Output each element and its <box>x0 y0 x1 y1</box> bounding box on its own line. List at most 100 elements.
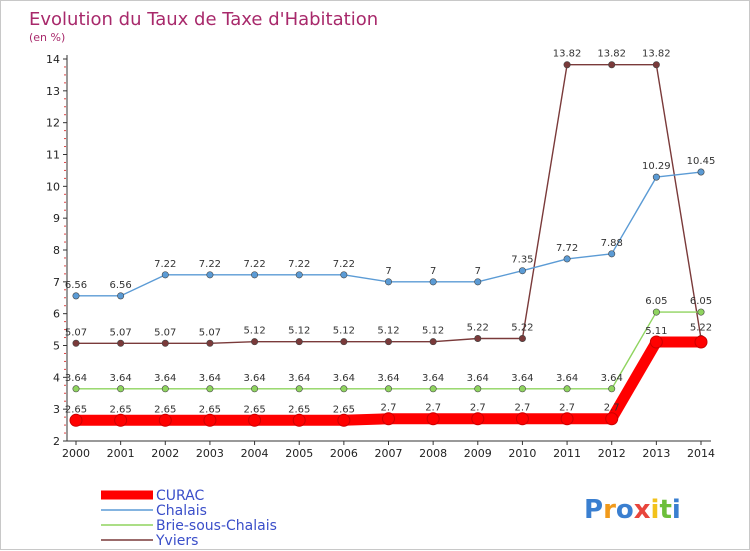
data-point <box>292 413 306 427</box>
data-point <box>563 255 571 263</box>
data-point <box>295 385 303 393</box>
logo-letter: P <box>584 495 603 525</box>
data-label: 7 <box>385 266 391 277</box>
data-point <box>117 339 125 347</box>
data-label: 2.65 <box>288 404 310 415</box>
data-point <box>697 308 705 316</box>
data-label: 7.22 <box>199 259 221 270</box>
x-tick-label: 2004 <box>241 447 269 460</box>
data-label: 2.7 <box>470 403 486 414</box>
data-label: 5.07 <box>199 327 221 338</box>
data-point <box>384 338 392 346</box>
data-label: 3.64 <box>511 373 533 384</box>
logo-letter: o <box>616 495 634 525</box>
data-label: 3.64 <box>377 373 399 384</box>
data-point <box>652 308 660 316</box>
data-labels: 5.07 5.07 5.07 5.07 5.12 5.12 5.12 5.12 5.12 5.22… <box>65 49 715 416</box>
data-point <box>518 334 526 342</box>
data-point <box>563 61 571 69</box>
series-points <box>69 61 708 427</box>
x-tick-label: 2008 <box>419 447 447 460</box>
data-label: 5.12 <box>333 326 355 337</box>
y-tick-label: 9 <box>53 212 60 225</box>
proxiti-logo: Proxiti <box>584 495 681 525</box>
logo-letter: t <box>659 495 671 525</box>
x-tick-label: 2009 <box>464 447 492 460</box>
data-label: 7.22 <box>154 259 176 270</box>
data-label: 3.64 <box>556 373 578 384</box>
data-point <box>515 412 529 426</box>
data-point <box>652 173 660 181</box>
x-tick-label: 2005 <box>285 447 313 460</box>
data-label: 5.22 <box>511 322 533 333</box>
data-point <box>649 335 663 349</box>
data-point <box>608 61 616 69</box>
y-tick-label: 7 <box>53 276 60 289</box>
data-label: 5.12 <box>243 326 265 337</box>
data-label: 13.82 <box>597 49 626 60</box>
data-point <box>652 61 660 69</box>
x-tick-label: 2013 <box>642 447 670 460</box>
logo-letter: i <box>672 495 681 525</box>
data-label: 7.88 <box>601 238 623 249</box>
x-tick-label: 2002 <box>151 447 179 460</box>
data-point <box>384 385 392 393</box>
x-tick-label: 2006 <box>330 447 358 460</box>
data-point <box>697 168 705 176</box>
data-label: 3.64 <box>288 373 310 384</box>
data-label: 6.56 <box>65 280 87 291</box>
data-point <box>72 385 80 393</box>
data-label: 2.65 <box>333 404 355 415</box>
x-tick-label: 2000 <box>62 447 90 460</box>
data-label: 6.05 <box>645 296 667 307</box>
data-label: 13.82 <box>642 49 671 60</box>
data-label: 6.05 <box>690 296 712 307</box>
data-label: 7.72 <box>556 243 578 254</box>
data-label: 7.35 <box>511 255 533 266</box>
data-point <box>117 292 125 300</box>
data-label: 3.64 <box>199 373 221 384</box>
y-tick-label: 6 <box>53 308 60 321</box>
data-point <box>382 412 395 426</box>
y-tick-label: 12 <box>46 117 60 130</box>
axes: 2 3 4 5 6 7 8 9 10 11 12 13 14 2000 2001 2002 2003 2004 20… <box>46 53 715 460</box>
data-label: 3.64 <box>467 373 489 384</box>
data-point <box>429 278 437 286</box>
data-point <box>474 278 482 286</box>
data-point <box>518 385 526 393</box>
data-point <box>72 339 80 347</box>
chart-subtitle: (en %) <box>29 31 65 44</box>
data-label: 7.22 <box>243 259 265 270</box>
data-label: 7.22 <box>288 259 310 270</box>
data-label: 2.65 <box>110 404 132 415</box>
logo-letter: r <box>603 495 616 525</box>
logo-letter: x <box>634 495 651 525</box>
data-point <box>158 413 172 427</box>
x-tick-label: 2001 <box>107 447 135 460</box>
legend-label: Brie-sous-Chalais <box>156 518 277 534</box>
data-point <box>560 412 574 426</box>
data-point <box>203 413 217 427</box>
data-point <box>471 412 485 426</box>
data-point <box>340 338 348 346</box>
legend-label: Yviers <box>155 533 198 549</box>
data-label: 2.7 <box>381 403 397 414</box>
x-tick-label: 2010 <box>508 447 536 460</box>
y-tick-label: 11 <box>46 149 60 162</box>
data-label: 13.82 <box>553 49 582 60</box>
y-tick-label: 14 <box>46 53 60 66</box>
data-point <box>161 339 169 347</box>
data-label: 2.65 <box>65 404 87 415</box>
data-label: 2.7 <box>514 403 530 414</box>
data-label: 3.64 <box>154 373 176 384</box>
x-tick-label: 2003 <box>196 447 224 460</box>
data-point <box>206 385 214 393</box>
data-point <box>429 385 437 393</box>
x-tick-label: 2007 <box>375 447 403 460</box>
data-point <box>114 413 128 427</box>
data-label: 3.64 <box>65 373 87 384</box>
data-label: 5.12 <box>422 326 444 337</box>
data-label: 5.22 <box>690 322 712 333</box>
